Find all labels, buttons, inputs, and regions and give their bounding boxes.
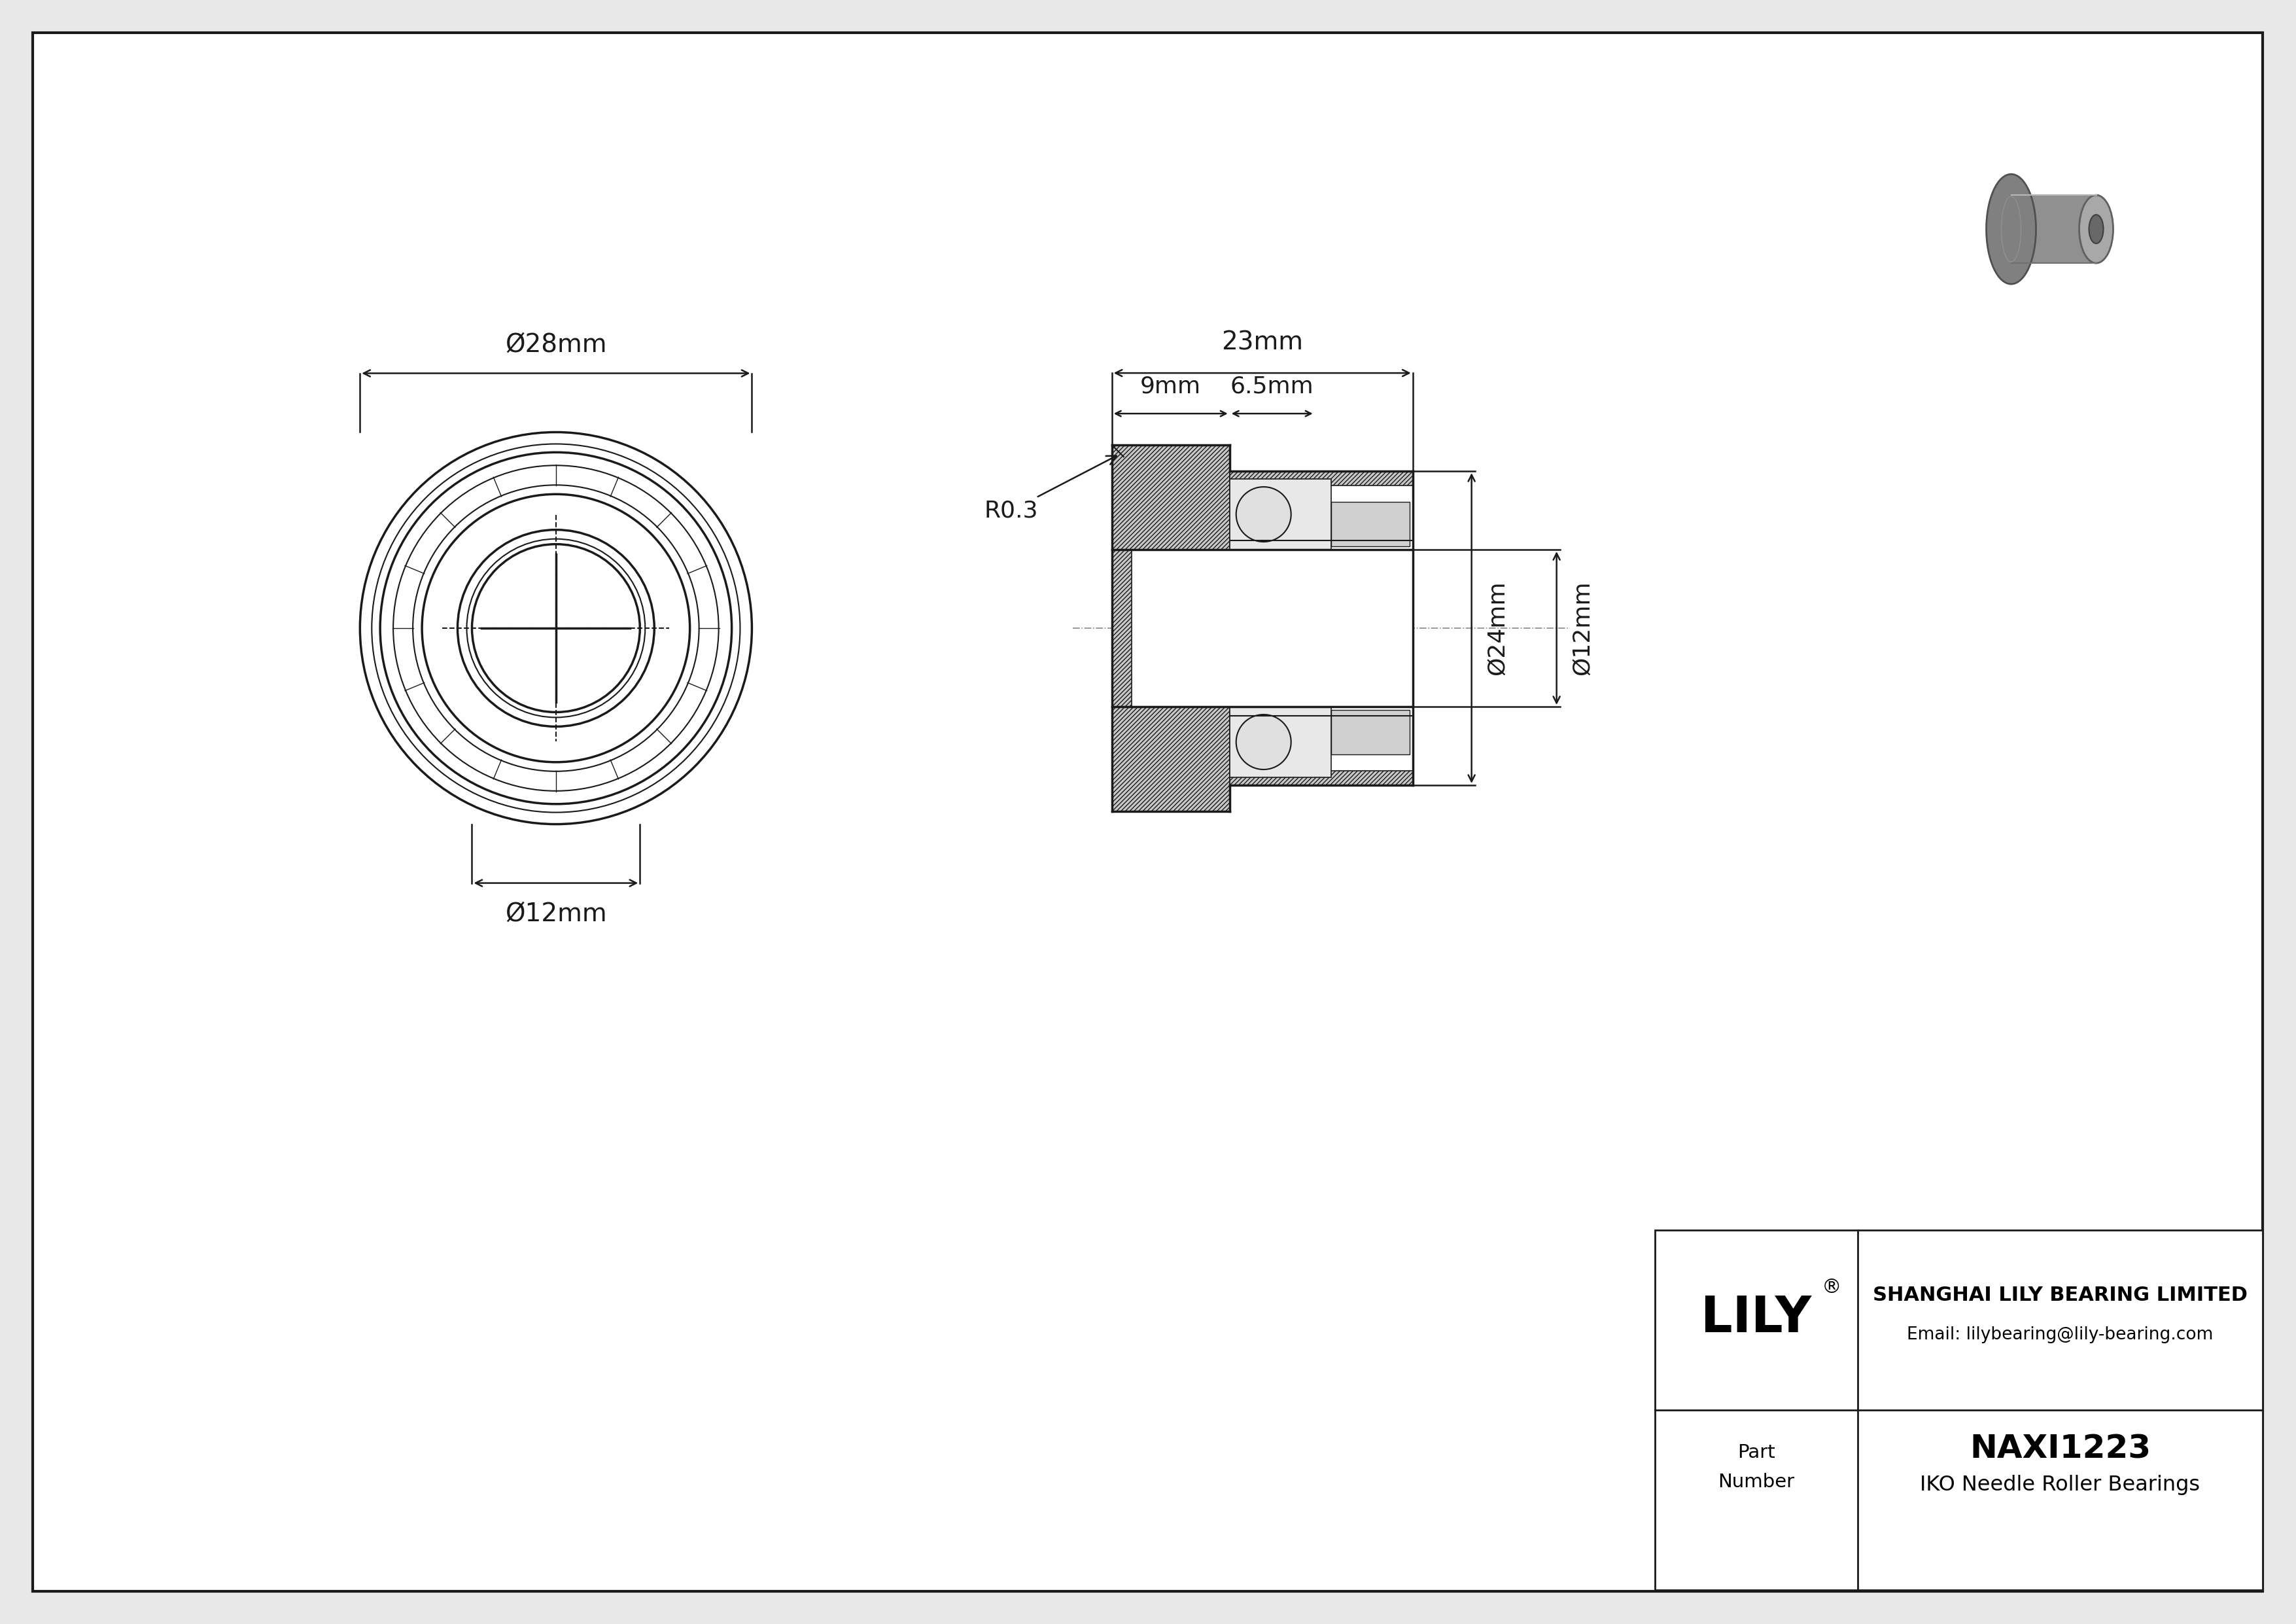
Circle shape [413,486,698,771]
Circle shape [381,453,732,804]
Bar [1111,706,1231,812]
Circle shape [393,466,719,791]
Bar [1655,1229,2264,1590]
Circle shape [360,432,751,823]
Text: Part: Part [1738,1444,1775,1462]
Text: 6.5mm: 6.5mm [1231,375,1313,398]
Text: ®: ® [1821,1278,1841,1298]
Ellipse shape [2080,195,2112,263]
Bar [1332,502,1410,546]
Bar [1111,549,1132,706]
Bar [1132,549,1412,706]
Circle shape [372,443,739,812]
Text: SHANGHAI LILY BEARING LIMITED: SHANGHAI LILY BEARING LIMITED [1874,1286,2248,1306]
Bar [1332,710,1410,755]
Text: LILY: LILY [1701,1294,1812,1343]
Bar [2011,195,2096,263]
Circle shape [457,529,654,726]
Circle shape [466,539,645,718]
Ellipse shape [1986,174,2037,284]
Bar [1231,479,1332,549]
Text: Number: Number [1717,1473,1795,1491]
Ellipse shape [2089,214,2103,244]
Text: IKO Needle Roller Bearings: IKO Needle Roller Bearings [1919,1475,2200,1496]
Bar [1231,471,1412,486]
Circle shape [473,544,641,713]
Text: Email: lilybearing@lily-bearing.com: Email: lilybearing@lily-bearing.com [1908,1327,2213,1343]
Text: Ø12mm: Ø12mm [1570,581,1593,676]
Bar [1231,706,1332,778]
Text: Ø28mm: Ø28mm [505,331,606,357]
Circle shape [1235,487,1290,542]
Text: 23mm: 23mm [1221,330,1304,354]
Circle shape [1235,715,1290,770]
Text: NAXI1223: NAXI1223 [1970,1434,2151,1465]
Text: 9mm: 9mm [1141,375,1201,398]
Bar [1111,445,1231,549]
Text: R0.3: R0.3 [985,456,1116,521]
Text: Ø12mm: Ø12mm [505,901,606,926]
Text: Ø24mm: Ø24mm [1486,581,1508,676]
Bar [1231,771,1412,784]
Circle shape [422,494,689,762]
